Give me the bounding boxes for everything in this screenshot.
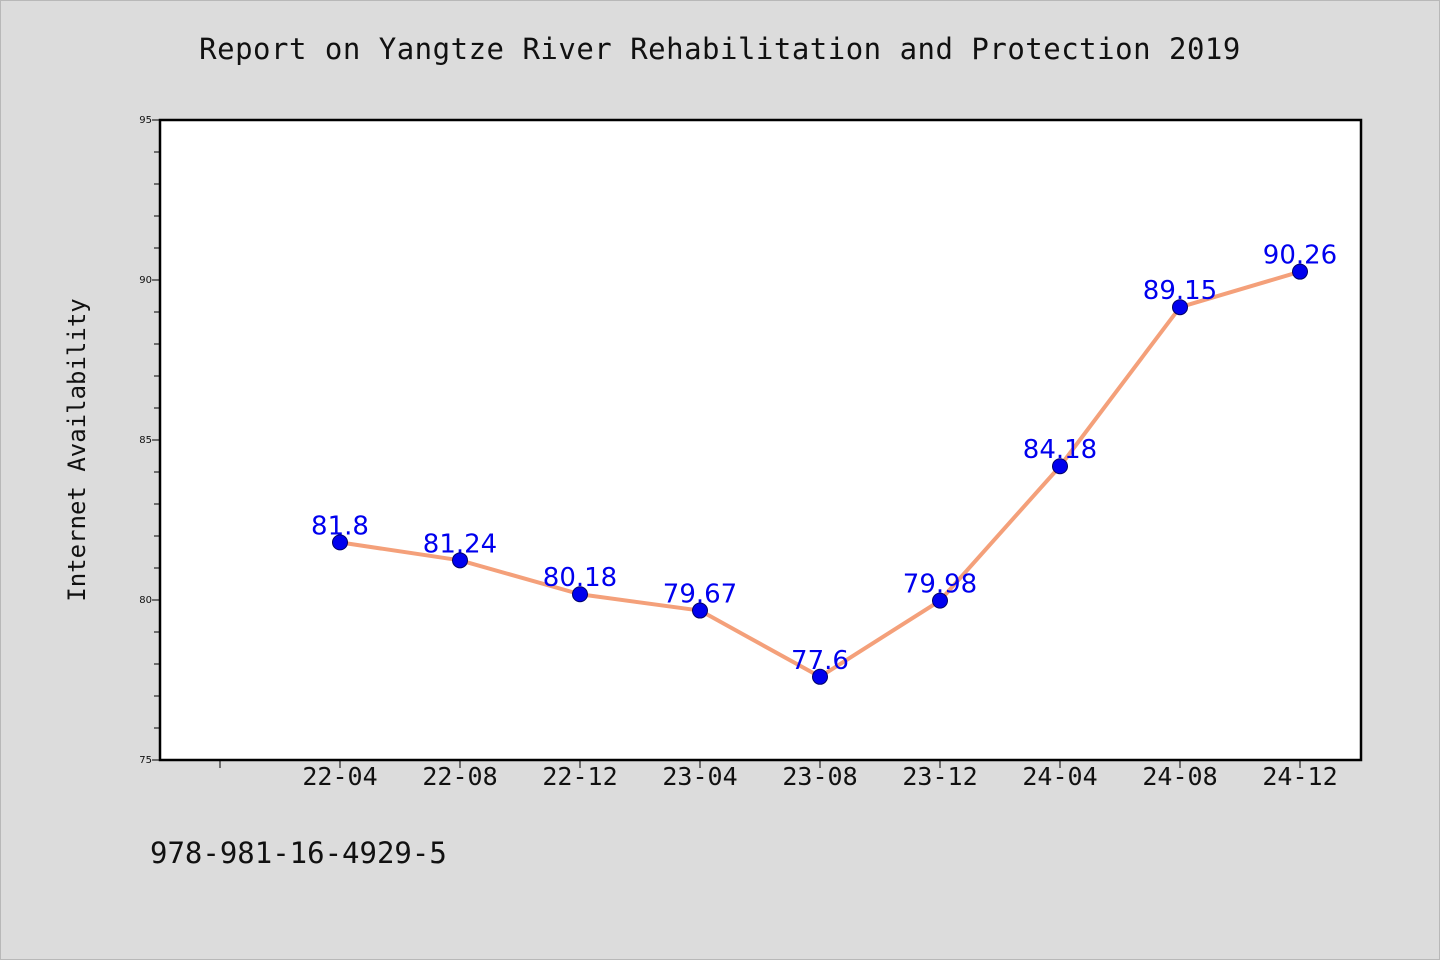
x-tick-label: 23-08 [782,762,857,791]
x-tick-label: 24-04 [1022,762,1097,791]
y-axis-label: Internet Availability [63,298,91,601]
y-tick-label: 95 [139,115,152,126]
plot-area [160,120,1361,760]
data-point [812,668,828,685]
isbn-text: 978-981-16-4929-5 [150,836,447,870]
x-tick-label: 24-08 [1142,762,1217,791]
y-tick-label: 85 [139,435,152,446]
series-group: 81.881.2480.1879.6777.679.9884.1889.1590… [311,241,1337,685]
data-point [1052,458,1068,475]
x-tick-label: 22-08 [422,762,497,791]
x-tick-label: 22-12 [542,762,617,791]
plot-border [158,118,1363,762]
x-axis: 22-04 22-08 22-12 23-04 23-08 23-12 24-04 24-08… [219,760,1338,791]
data-point [932,592,948,609]
x-tick-label: 22-04 [302,762,377,791]
x-tick-label: 23-04 [662,762,737,791]
chart-title: Report on Yangtze River Rehabilitation a… [199,32,1241,66]
data-point [452,552,468,569]
data-point [1292,263,1308,280]
y-axis: 75 80 85 90 95 [139,115,160,766]
data-point [332,534,348,551]
x-tick-label: 24-12 [1262,762,1337,791]
y-tick-label: 90 [139,275,152,286]
data-point [572,586,588,603]
data-point [1172,299,1188,316]
x-tick-label: 23-12 [902,762,977,791]
y-tick-label: 80 [139,595,152,606]
y-tick-label: 75 [139,755,152,766]
data-point [692,602,708,619]
